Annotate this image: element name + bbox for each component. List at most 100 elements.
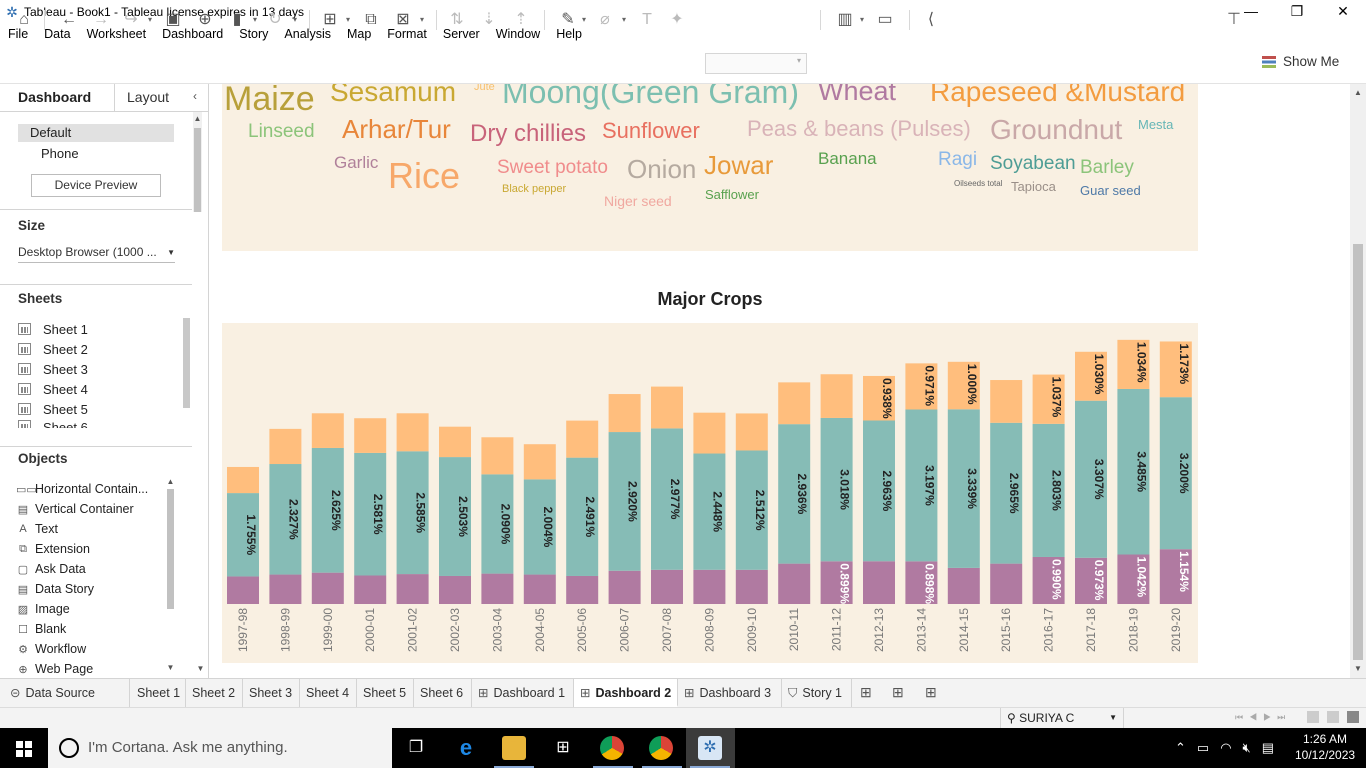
group-icon[interactable]: ⌀ <box>600 11 610 28</box>
battery-icon[interactable]: ▭ <box>1196 740 1210 755</box>
menu-data[interactable]: Data <box>44 27 71 41</box>
bar-segment[interactable] <box>947 409 980 568</box>
bar-segment[interactable] <box>523 479 556 575</box>
bar-segment[interactable] <box>1159 549 1192 604</box>
notification-icon[interactable]: ▤ <box>1261 740 1275 755</box>
pause-updates-icon[interactable]: ▮ <box>232 11 242 28</box>
new-data-source-icon[interactable]: ⊕ <box>198 11 212 28</box>
bar-segment[interactable] <box>820 561 853 604</box>
collapse-panel-icon[interactable]: ‹ <box>193 89 197 103</box>
word-cloud-term[interactable]: Banana <box>818 149 877 168</box>
bar-segment[interactable] <box>1117 339 1150 389</box>
bar-segment[interactable] <box>693 412 726 454</box>
swap-icon[interactable]: ⇅ <box>450 11 464 28</box>
sheet-list-item[interactable]: Sheet 4 <box>18 380 88 398</box>
menu-dashboard[interactable]: Dashboard <box>162 27 224 41</box>
bar-segment[interactable] <box>481 437 514 475</box>
tab-sheet[interactable]: Sheet 6 <box>414 679 472 707</box>
bar-segment[interactable] <box>396 451 429 575</box>
object-item[interactable]: ▤ Vertical Container <box>17 502 134 516</box>
word-cloud-term[interactable]: Sesamum <box>330 84 457 107</box>
tab-layout[interactable]: Layout <box>114 84 189 112</box>
scroll-up-icon[interactable]: ▲ <box>166 477 175 486</box>
tab-dashboard[interactable]: ⊞ Dashboard 1 <box>472 679 574 707</box>
word-cloud-term[interactable]: Arhar/Tur <box>342 114 451 144</box>
filmstrip-icon[interactable] <box>1327 711 1339 723</box>
word-cloud-term[interactable]: Ragi <box>938 149 978 170</box>
word-cloud-term[interactable]: Oilseeds total <box>954 179 1003 188</box>
tab-sheet[interactable]: Sheet 2 <box>186 679 243 707</box>
bar-segment[interactable] <box>1117 388 1150 555</box>
tab-dashboard[interactable]: ⊞ Dashboard 3 <box>678 679 782 707</box>
show-me-button[interactable]: Show Me <box>1262 54 1339 69</box>
word-cloud-term[interactable]: Sunflower <box>602 118 700 143</box>
new-sheet-icon[interactable]: ⊞ <box>323 11 337 28</box>
bar-segment[interactable] <box>1159 397 1192 550</box>
task-view-icon[interactable]: ❐ <box>408 739 424 756</box>
word-cloud-term[interactable]: Rice <box>388 155 461 196</box>
tab-sheet[interactable]: Sheet 4 <box>300 679 357 707</box>
user-menu[interactable]: ⚲ SURIYA C ▼ <box>1000 708 1124 728</box>
bar-segment[interactable] <box>778 563 811 604</box>
sheet-sorter-icon[interactable] <box>1307 711 1319 723</box>
bar-segment[interactable] <box>778 424 811 564</box>
bar-segment[interactable] <box>1075 557 1107 604</box>
object-item[interactable]: ▭▭ Horizontal Contain... <box>16 482 149 496</box>
bar-segment[interactable] <box>523 574 556 604</box>
tab-dashboard-active[interactable]: ⊞ Dashboard 2 <box>574 679 678 707</box>
redo-icon[interactable]: → <box>93 11 109 28</box>
bar-segment[interactable] <box>269 574 302 604</box>
menu-file[interactable]: File <box>8 27 29 41</box>
replay-dropdown-icon[interactable]: ▾ <box>148 15 153 24</box>
show-cards-icon[interactable]: ▥ <box>837 11 853 28</box>
dashboard-scrollbar[interactable]: ▲ ▼ <box>1350 84 1366 678</box>
bar-segment[interactable] <box>1075 351 1107 401</box>
bar-segment[interactable] <box>651 386 683 429</box>
bar-segment[interactable] <box>396 413 429 452</box>
word-cloud-term[interactable]: Maize <box>224 84 315 118</box>
bar-segment[interactable] <box>820 417 853 562</box>
bar-segment[interactable] <box>439 575 471 604</box>
show-cards-dropdown-icon[interactable]: ▾ <box>860 15 865 24</box>
chevron-up-icon[interactable]: ⌃ <box>1175 740 1186 755</box>
bar-segment[interactable] <box>269 464 302 575</box>
menu-server[interactable]: Server <box>442 27 480 41</box>
bar-segment[interactable] <box>735 413 768 451</box>
bar-segment[interactable] <box>947 361 980 410</box>
word-cloud-term[interactable]: Garlic <box>334 153 379 172</box>
menu-map[interactable]: Map <box>346 27 372 41</box>
word-cloud-term[interactable]: Jowar <box>704 150 774 180</box>
refresh-icon[interactable]: ↻ <box>268 11 282 28</box>
scroll-up-icon[interactable]: ▲ <box>1354 88 1362 97</box>
device-preview-button[interactable]: Device Preview <box>31 174 161 197</box>
word-cloud-term[interactable]: Black pepper <box>502 183 567 195</box>
objects-scrollbar[interactable]: ▲ ▼ <box>166 475 175 675</box>
word-cloud-term[interactable]: Tapioca <box>1011 179 1056 194</box>
bar-segment[interactable] <box>396 574 429 604</box>
word-cloud-term[interactable]: Barley <box>1080 157 1134 178</box>
bar-segment[interactable] <box>1032 423 1065 557</box>
bar-segment[interactable] <box>269 428 302 465</box>
object-item[interactable]: ☐ Blank <box>16 620 66 638</box>
scroll-up-icon[interactable]: ▲ <box>193 114 202 123</box>
format-painter-icon[interactable]: ⊤ <box>1227 11 1241 28</box>
word-cloud-term[interactable]: Onion <box>627 154 697 184</box>
fix-axes-icon[interactable]: ✦ <box>670 11 684 28</box>
bar-segment[interactable] <box>735 450 768 570</box>
group-dropdown-icon[interactable]: ▾ <box>622 15 627 24</box>
share-icon[interactable]: ⟨ <box>927 11 935 28</box>
start-button[interactable] <box>0 728 48 768</box>
word-cloud-term[interactable]: Jute <box>474 84 495 93</box>
system-tray[interactable]: ⌃ ▭ ◠ 🔇︎ ▤ <box>1175 740 1274 756</box>
volume-mute-icon[interactable]: 🔇︎ <box>1242 740 1251 755</box>
bar-segment[interactable] <box>1032 374 1065 424</box>
word-cloud-term[interactable]: Wheat <box>818 84 897 106</box>
bar-segment[interactable] <box>693 569 726 604</box>
object-item[interactable]: ⊕ Web Page <box>16 660 93 678</box>
bar-segment[interactable] <box>439 426 471 458</box>
bar-segment[interactable] <box>439 457 471 576</box>
bar-segment[interactable] <box>481 474 514 574</box>
wifi-icon[interactable]: ◠ <box>1220 740 1232 755</box>
bar-segment[interactable] <box>820 374 853 418</box>
bar-segment[interactable] <box>1159 341 1192 398</box>
